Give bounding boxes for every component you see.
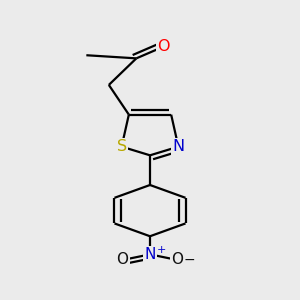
Text: +: + bbox=[157, 245, 166, 255]
Text: N: N bbox=[172, 139, 184, 154]
Text: S: S bbox=[117, 139, 127, 154]
Text: N: N bbox=[144, 247, 156, 262]
Text: O: O bbox=[116, 253, 128, 268]
Text: O: O bbox=[158, 39, 170, 54]
Text: O: O bbox=[172, 253, 184, 268]
Text: −: − bbox=[183, 252, 195, 266]
